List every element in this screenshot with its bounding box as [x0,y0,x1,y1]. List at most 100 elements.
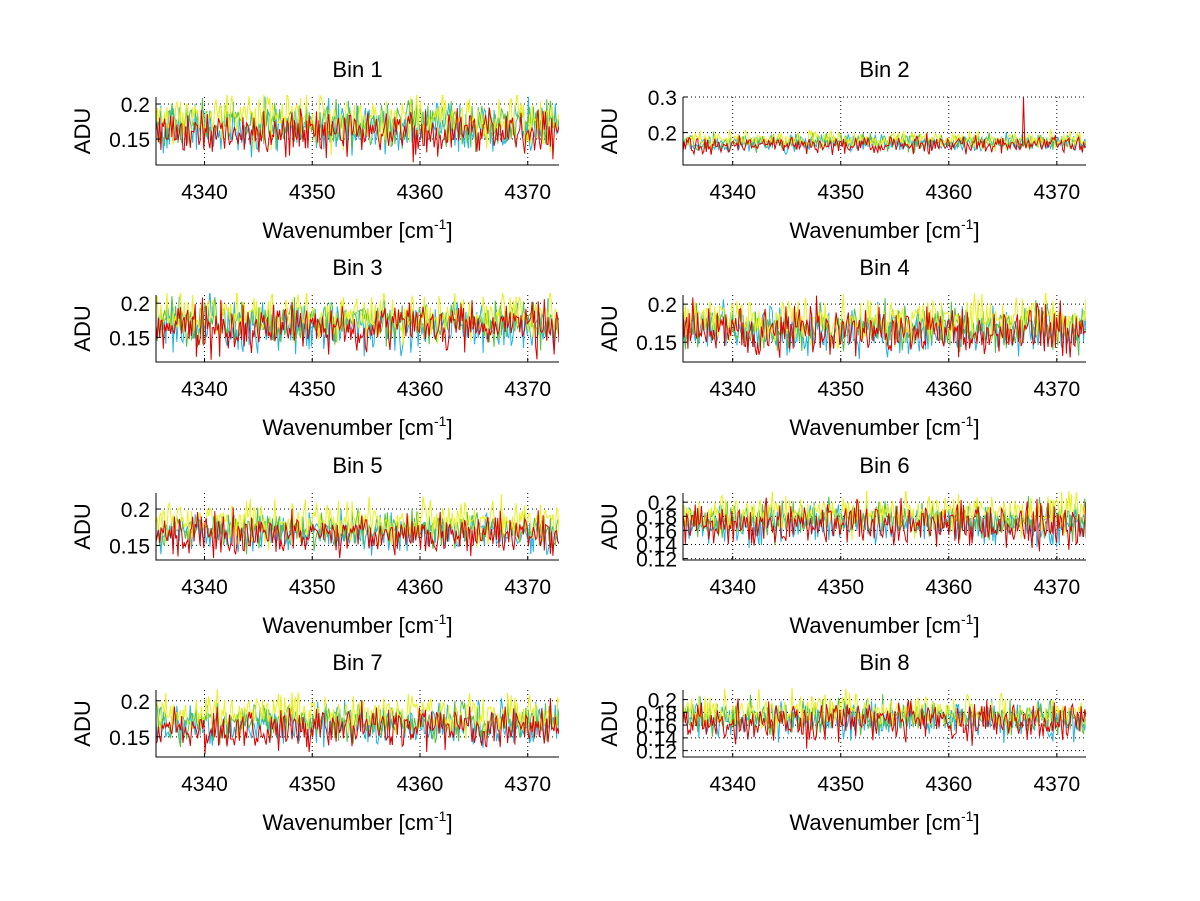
x-axis-label-superscript: -1 [434,216,447,232]
y-tick-label: 0.3 [648,87,677,110]
subplot-title: Bin 3 [332,255,382,280]
series-line-4 [683,497,1086,552]
y-axis-label: ADU [597,305,622,351]
x-axis-label-main: Wavenumber [cm [262,415,434,440]
series-line-2 [683,131,1086,153]
series-group [683,293,1086,360]
y-tick-label: 0.18 [636,506,677,529]
y-tick-label: 0.12 [636,549,677,572]
x-axis-label: Wavenumber [cm-1] [262,611,452,638]
x-axis-label-superscript: -1 [961,611,974,627]
x-tick-label: 4370 [504,576,551,599]
y-tick-label: 0.2 [121,499,150,522]
x-tick-label: 4360 [925,576,972,599]
subplot-bin-5: 4340 4350 4360 4370 0.15 0.2 Bin 5 Wavenumber [… [70,453,559,638]
y-axis-label: ADU [597,108,622,154]
x-axis-label: Wavenumber [cm-1] [789,808,979,835]
x-axis-label-superscript: -1 [434,413,447,429]
series-line-4 [683,295,1086,358]
x-tick-label: 4360 [397,576,444,599]
x-axis-label-end: ] [446,810,452,835]
x-axis-label-end: ] [973,218,979,243]
y-tick-label: 0.15 [109,535,150,558]
x-tick-label: 4340 [709,378,756,401]
y-tick-label: 0.14 [636,534,677,557]
x-axis-label-superscript: -1 [434,808,447,824]
y-axis-label: ADU [597,700,622,746]
subplot-bin-8: 4340 4350 4360 4370 0.120.140.160.180.2 Bin 8… [597,650,1086,835]
x-tick-label: 4370 [504,181,551,204]
y-axis-label: ADU [597,503,622,549]
x-axis-label-main: Wavenumber [cm [789,415,961,440]
x-tick-label: 4340 [181,576,228,599]
series-line-3 [683,688,1086,734]
series-group [683,96,1086,156]
subplot-bin-7: 4340 4350 4360 4370 0.15 0.2 Bin 7 Wavenumber [… [70,650,559,835]
subplot-title: Bin 6 [859,453,909,478]
y-tick-label: 0.15 [109,129,150,152]
series-line-3 [683,491,1086,541]
x-axis-label-superscript: -1 [961,808,974,824]
series-group [156,95,559,163]
y-tick-label: 0.2 [648,123,677,146]
series-line-4 [683,96,1086,156]
y-tick-label: 0.2 [648,492,677,515]
subplot-title: Bin 2 [859,57,909,82]
x-axis-label-superscript: -1 [961,216,974,232]
series-line-4 [156,297,559,360]
y-tick-label: 0.16 [636,715,677,738]
y-tick-label: 0.15 [636,332,677,355]
y-tick-label: 0.2 [121,94,150,117]
subplot-bin-6: 4340 4350 4360 4370 0.120.140.160.180.2 Bin 6… [597,453,1086,638]
x-axis-label: Wavenumber [cm-1] [262,808,452,835]
series-group [156,688,559,755]
series-line-3 [156,494,559,550]
x-tick-label: 4350 [289,181,336,204]
y-tick-label: 0.2 [648,294,677,317]
subplot-title: Bin 1 [332,57,382,82]
x-tick-label: 4340 [709,181,756,204]
y-tick-label: 0.2 [121,691,150,714]
x-tick-label: 4350 [289,576,336,599]
x-tick-label: 4350 [817,773,864,796]
x-tick-label: 4360 [925,773,972,796]
x-axis-label-main: Wavenumber [cm [262,218,434,243]
y-tick-label: 0.2 [121,293,150,316]
y-tick-label: 0.15 [109,327,150,350]
series-group [156,494,559,559]
y-axis-label: ADU [70,108,95,154]
subplot-bin-3: 4340 4350 4360 4370 0.15 0.2 Bin 3 Wavenumber [… [70,255,559,440]
y-tick-label: 0.16 [636,520,677,543]
y-tick-label: 0.12 [636,741,677,764]
x-tick-label: 4370 [1033,378,1080,401]
x-tick-label: 4370 [1033,576,1080,599]
x-tick-label: 4350 [817,378,864,401]
x-tick-label: 4340 [709,576,756,599]
subplot-title: Bin 7 [332,650,382,675]
x-axis-label-end: ] [446,218,452,243]
series-group [156,293,559,360]
x-tick-label: 4370 [504,378,551,401]
subplot-title: Bin 8 [859,650,909,675]
x-tick-label: 4360 [397,773,444,796]
x-tick-label: 4350 [817,181,864,204]
series-line-2 [683,694,1086,739]
x-axis-label: Wavenumber [cm-1] [789,413,979,440]
x-axis-label-end: ] [446,613,452,638]
subplot-bin-1: 4340 4350 4360 4370 0.15 0.2 Bin 1 Wavenumber [… [70,57,559,243]
x-axis-label: Wavenumber [cm-1] [789,216,979,243]
x-axis-label-end: ] [446,415,452,440]
subplot-title: Bin 5 [332,453,382,478]
y-axis-label: ADU [70,700,95,746]
y-tick-label: 0.18 [636,702,677,725]
x-axis-label-main: Wavenumber [cm [262,613,434,638]
series-line-3 [156,293,559,346]
y-tick-label: 0.2 [648,690,677,713]
x-tick-label: 4370 [1033,181,1080,204]
x-axis-label-main: Wavenumber [cm [789,613,961,638]
x-axis-label-superscript: -1 [434,611,447,627]
x-axis-label-end: ] [973,810,979,835]
y-tick-label: 0.15 [109,727,150,750]
x-tick-label: 4350 [817,576,864,599]
